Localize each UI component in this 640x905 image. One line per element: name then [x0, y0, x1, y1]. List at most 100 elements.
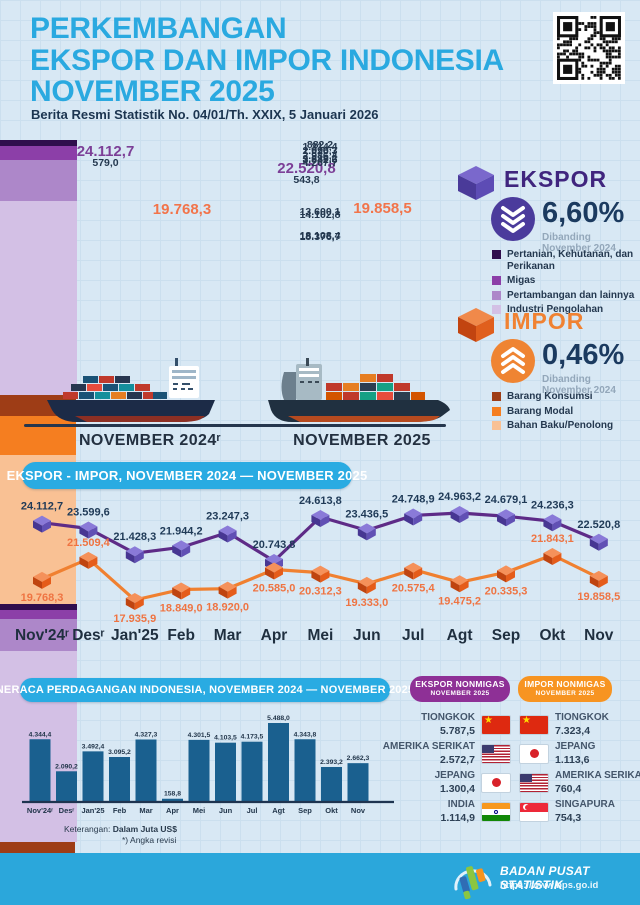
- country-name: INDIA: [447, 799, 475, 810]
- data-point-label: 21.509,4: [67, 537, 111, 549]
- neraca-bar-label: 2.393,2: [320, 759, 343, 766]
- segment-label-above: 543,8: [293, 173, 320, 186]
- impor-nonmigas-subtitle: NOVEMBER 2025: [535, 690, 595, 698]
- segment-label-above: 579,0: [92, 157, 119, 169]
- qr-code: [553, 12, 625, 84]
- neraca-x-label: Apr: [166, 806, 179, 815]
- keterangan-note: Keterangan: Dalam Juta US$ *) Angka revi…: [64, 824, 177, 846]
- china-flag-icon: ★: [520, 715, 548, 734]
- country-value: 1.300,4: [439, 782, 475, 795]
- data-point-label: 22.520,8: [577, 519, 620, 531]
- impor-data-point: [172, 582, 191, 600]
- impor-data-point: [404, 562, 423, 580]
- ekspor-nonmigas-pill: EKSPOR NONMIGAS NOVEMBER 2025: [410, 676, 510, 702]
- ekspor-nonmigas-subtitle: NOVEMBER 2025: [430, 690, 490, 698]
- impor-data-point: [218, 581, 237, 599]
- ekspor-data-point: [79, 521, 98, 539]
- data-point-label: 17.935,9: [113, 613, 156, 625]
- neraca-x-label: Jul: [247, 806, 258, 815]
- x-axis-label: Jun: [353, 627, 381, 644]
- nonmigas-row-amerika-serikat: AMERIKA SERIKAT 2.572,7: [383, 741, 510, 767]
- legend-swatch: [492, 305, 501, 314]
- impor-nonmigas-list: ★ TIONGKOK 7.323,4 JEPANG 1.113,6 AMERIKA SER…: [520, 706, 640, 836]
- bps-logo: [454, 866, 492, 900]
- neraca-bar: [82, 751, 104, 801]
- nonmigas-row-india: INDIA 1.114,9: [441, 799, 510, 825]
- page-title-line2: EKSPOR DAN IMPOR INDONESIA: [30, 43, 504, 77]
- ekspor-pct-change: 6,60%: [542, 197, 625, 229]
- data-point-label: 20.335,3: [485, 585, 528, 597]
- legend-item: Industri Pengolahan: [492, 304, 640, 316]
- ekspor-nonmigas-list: TIONGKOK 5.787,5 ★ AMERIKA SERIKAT 2.572,7 JE…: [383, 706, 510, 836]
- legend-label: Migas: [507, 275, 536, 286]
- neraca-bar: [294, 739, 316, 801]
- keterangan-unit: Dalam Juta US$: [112, 824, 177, 834]
- data-point-label: 23.436,5: [345, 508, 388, 520]
- neraca-x-label: Jun: [219, 806, 233, 815]
- data-point-label: 20.312,3: [299, 586, 342, 598]
- country-name: TIONGKOK: [421, 712, 475, 723]
- group-label-november-2025: NOVEMBER 2025: [293, 432, 431, 449]
- legend-label: Industri Pengolahan: [507, 304, 604, 315]
- bar-segment: [0, 604, 77, 610]
- legend-item: Pertanian, Kehutanan, dan Perikanan: [492, 249, 640, 272]
- legend-label: Bahan Baku/Penolong: [507, 420, 614, 431]
- neraca-x-label: Mar: [139, 806, 152, 815]
- data-point-label: 20.743,8: [253, 539, 296, 551]
- impor-total-2024ʳ: 19.768,3: [152, 200, 212, 218]
- impor-total- 2025: 19.858,5: [353, 199, 412, 217]
- nonmigas-row-singapura: SINGAPURA 754,3: [520, 799, 615, 825]
- country-value: 760,4: [555, 782, 582, 795]
- impor-card-title: IMPOR: [504, 308, 585, 334]
- china-flag-icon: ★: [482, 715, 510, 734]
- x-axis-label: Jul: [402, 627, 424, 644]
- impor-cube-icon: [458, 308, 494, 342]
- x-axis-label: Mei: [307, 627, 333, 644]
- ekspor-compare-note: Dibanding November 2024: [542, 232, 616, 254]
- nonmigas-row-amerika-serikat: AMERIKA SERIKAT 760,4: [520, 770, 640, 796]
- ekspor-data-point: [172, 540, 191, 558]
- keterangan-revision: *) Angka revisi: [122, 835, 177, 846]
- neraca-bar-label: 158,8: [164, 791, 181, 798]
- neraca-x-label: Agt: [272, 806, 285, 815]
- ekspor-data-point: [218, 525, 237, 543]
- x-axis-label: Jan'25: [111, 627, 159, 644]
- neraca-x-label: Desʳ: [59, 806, 75, 815]
- neraca-bar-chart: 4.344,4 Nov'24ʳ 2.090,2 Desʳ 3.492,4 Jan'25 3.…: [22, 715, 394, 815]
- ekspor-data-point: [311, 509, 330, 527]
- neraca-x-label: Mei: [193, 806, 206, 815]
- neraca-x-label: Nov: [351, 806, 366, 815]
- legend-label: Barang Modal: [507, 405, 574, 417]
- data-point-label: 21.428,3: [113, 531, 156, 543]
- neraca-bar-label: 3.492,4: [82, 743, 105, 750]
- data-point-label: 23.599,6: [67, 507, 110, 519]
- nonmigas-row-tiongkok: TIONGKOK 5.787,5 ★: [421, 712, 510, 738]
- data-point-label: 20.585,0: [253, 582, 296, 594]
- neraca-bar-label: 5.488,0: [267, 715, 290, 722]
- ekspor-data-point: [404, 508, 423, 526]
- impor-data-point: [543, 548, 562, 565]
- ekspor-nonmigas-title: EKSPOR NONMIGAS: [415, 679, 505, 690]
- impor-pct-change: 0,46%: [542, 339, 625, 371]
- legend-swatch: [492, 421, 501, 430]
- bar-segment: [0, 140, 77, 147]
- neraca-bar-label: 4.103,5: [214, 735, 237, 742]
- cargo-ship-2024-illustration: [47, 358, 215, 422]
- footer-url-link[interactable]: https://www.bps.go.id: [500, 880, 599, 891]
- neraca-bar: [215, 742, 236, 801]
- neraca-bar: [241, 741, 263, 801]
- neraca-bar: [347, 763, 369, 801]
- legend-swatch: [492, 392, 501, 401]
- data-point-label: 24.112,7: [21, 501, 63, 513]
- nonmigas-row-jepang: JEPANG 1.113,6: [520, 741, 595, 767]
- legend-swatch: [492, 250, 501, 259]
- country-name: SINGAPURA: [555, 799, 616, 810]
- neraca-bar: [135, 739, 157, 801]
- x-axis-label: Nov: [584, 627, 614, 644]
- legend-label: Pertanian, Kehutanan, dan Perikanan: [507, 249, 634, 272]
- impor-data-point: [450, 575, 469, 593]
- neraca-bar-label: 3.095,2: [108, 749, 131, 756]
- ship-baseline: [24, 424, 446, 427]
- us-flag-icon: [520, 773, 548, 792]
